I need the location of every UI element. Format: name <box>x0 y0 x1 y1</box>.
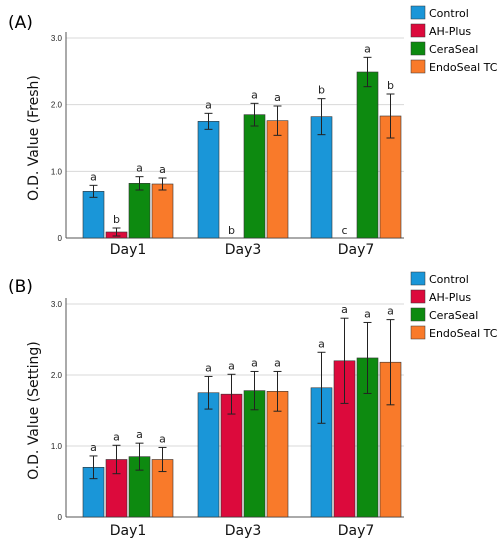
y-tick-label: 0 <box>58 234 63 243</box>
significance-letter: a <box>274 91 281 104</box>
significance-letter: a <box>113 430 120 443</box>
y-tick-label: 1.0 <box>51 167 63 176</box>
y-axis-label: O.D. Value (Setting) <box>26 341 42 480</box>
y-tick-label: 0 <box>58 513 63 522</box>
legend-label: EndoSeal TCS <box>429 61 498 74</box>
significance-letter: a <box>228 359 235 372</box>
significance-letter: a <box>159 163 166 176</box>
x-tick-label: Day1 <box>110 523 147 539</box>
legend-swatch <box>410 307 426 322</box>
significance-letter: a <box>341 303 348 316</box>
bar-ceraseal-day3 <box>243 114 266 239</box>
legend-swatch <box>410 325 426 340</box>
y-tick-label: 2.0 <box>51 101 63 110</box>
significance-letter: a <box>364 42 371 55</box>
bar-endoseal-tcs-day1 <box>151 183 174 239</box>
significance-letter: a <box>251 88 258 101</box>
legend-swatch <box>410 271 426 286</box>
legend-swatch <box>410 59 426 74</box>
y-tick-label: 3.0 <box>51 34 63 43</box>
bar-ceraseal-day1 <box>128 183 151 239</box>
significance-letter: a <box>90 170 97 183</box>
significance-letter: a <box>205 98 212 111</box>
significance-letter: c <box>341 224 347 237</box>
panel-a: (A) 0 1.0 2.0 3.0 O.D. Value (Fresh) Day1 a b a a D… <box>8 5 498 258</box>
panel-label: (A) <box>8 13 33 33</box>
bar-control-day3 <box>197 392 220 518</box>
legend-label: EndoSeal TCS <box>429 327 498 340</box>
legend: Control AH-Plus CeraSeal EndoSeal TCS <box>410 5 498 74</box>
significance-letter: a <box>159 432 166 445</box>
bar-control-day1 <box>82 191 105 239</box>
legend-label: AH-Plus <box>429 291 471 304</box>
panel-label: (B) <box>8 277 33 297</box>
significance-letter: a <box>136 428 143 441</box>
panel-b: (B) 0 1.0 2.0 3.0 O.D. Value (Setting) Day1 a a a… <box>8 271 498 539</box>
significance-letter: b <box>113 213 120 226</box>
legend: Control AH-Plus CeraSeal EndoSeal TCS <box>410 271 498 340</box>
legend-label: Control <box>429 273 469 286</box>
legend-swatch <box>410 289 426 304</box>
significance-letter: a <box>136 162 143 175</box>
significance-letter: a <box>364 307 371 320</box>
significance-letter: a <box>274 356 281 369</box>
significance-letter: b <box>387 79 394 92</box>
bar-endoseal-tcs-day3 <box>266 120 289 239</box>
significance-letter: a <box>387 305 394 318</box>
legend-label: Control <box>429 7 469 20</box>
legend-swatch <box>410 23 426 38</box>
x-tick-label: Day1 <box>110 242 147 258</box>
legend-label: AH-Plus <box>429 25 471 38</box>
y-tick-label: 1.0 <box>51 442 63 451</box>
significance-letter: a <box>90 441 97 454</box>
significance-letter: b <box>318 84 325 97</box>
x-tick-label: Day7 <box>338 242 375 258</box>
legend-label: CeraSeal <box>429 309 478 322</box>
bar-control-day3 <box>197 121 220 239</box>
significance-letter: a <box>251 356 258 369</box>
legend-swatch <box>410 41 426 56</box>
legend-swatch <box>410 5 426 20</box>
significance-letter: b <box>228 224 235 237</box>
y-tick-label: 2.0 <box>51 371 63 380</box>
y-tick-label: 3.0 <box>51 300 63 309</box>
x-tick-label: Day3 <box>225 523 262 539</box>
x-tick-label: Day7 <box>338 523 375 539</box>
legend-label: CeraSeal <box>429 43 478 56</box>
significance-letter: a <box>205 361 212 374</box>
y-axis-label: O.D. Value (Fresh) <box>26 75 42 201</box>
significance-letter: a <box>318 337 325 350</box>
x-tick-label: Day3 <box>225 242 262 258</box>
bar-ceraseal-day7 <box>356 71 379 239</box>
